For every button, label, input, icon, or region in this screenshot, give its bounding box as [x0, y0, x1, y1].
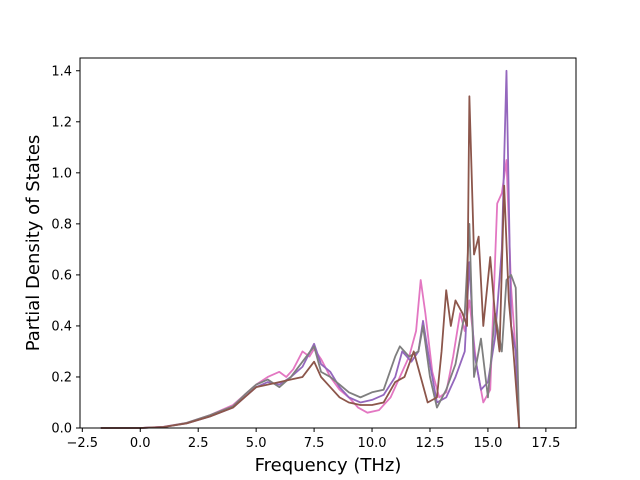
ticks-layer: −2.5 0.0 2.5 5.0 7.5 10.0 12.5 15.0 17.50.00.20.… — [51, 64, 560, 451]
y-tick-label: 1.4 — [51, 64, 72, 79]
x-tick-label: 10.0 — [358, 436, 387, 451]
x-tick-label: 7.5 — [304, 436, 325, 451]
y-axis-label: Partial Density of States — [23, 135, 44, 352]
x-tick-label: 5.0 — [246, 436, 267, 451]
y-tick-label: 0.4 — [51, 319, 72, 334]
x-tick-label: 15.0 — [473, 436, 502, 451]
x-tick-label: 17.5 — [531, 436, 560, 451]
x-tick-label: 0.0 — [130, 436, 151, 451]
series-layer — [100, 69, 521, 429]
y-tick-label: 1.0 — [51, 166, 72, 181]
x-tick-label: 2.5 — [188, 436, 209, 451]
series-line-3 — [100, 222, 521, 429]
series-line-4 — [100, 95, 521, 429]
x-tick-label: 12.5 — [416, 436, 445, 451]
x-axis-label: Frequency (THz) — [255, 455, 402, 476]
series-line-1 — [100, 159, 521, 429]
y-tick-label: 0.2 — [51, 370, 72, 385]
plot-frame — [79, 57, 577, 429]
y-tick-label: 0.8 — [51, 217, 72, 232]
y-tick-label: 0.6 — [51, 268, 72, 283]
x-tick-label: −2.5 — [67, 436, 99, 451]
y-tick-label: 1.2 — [51, 115, 72, 130]
series-line-2 — [100, 69, 521, 429]
y-tick-label: 0.0 — [51, 422, 72, 437]
